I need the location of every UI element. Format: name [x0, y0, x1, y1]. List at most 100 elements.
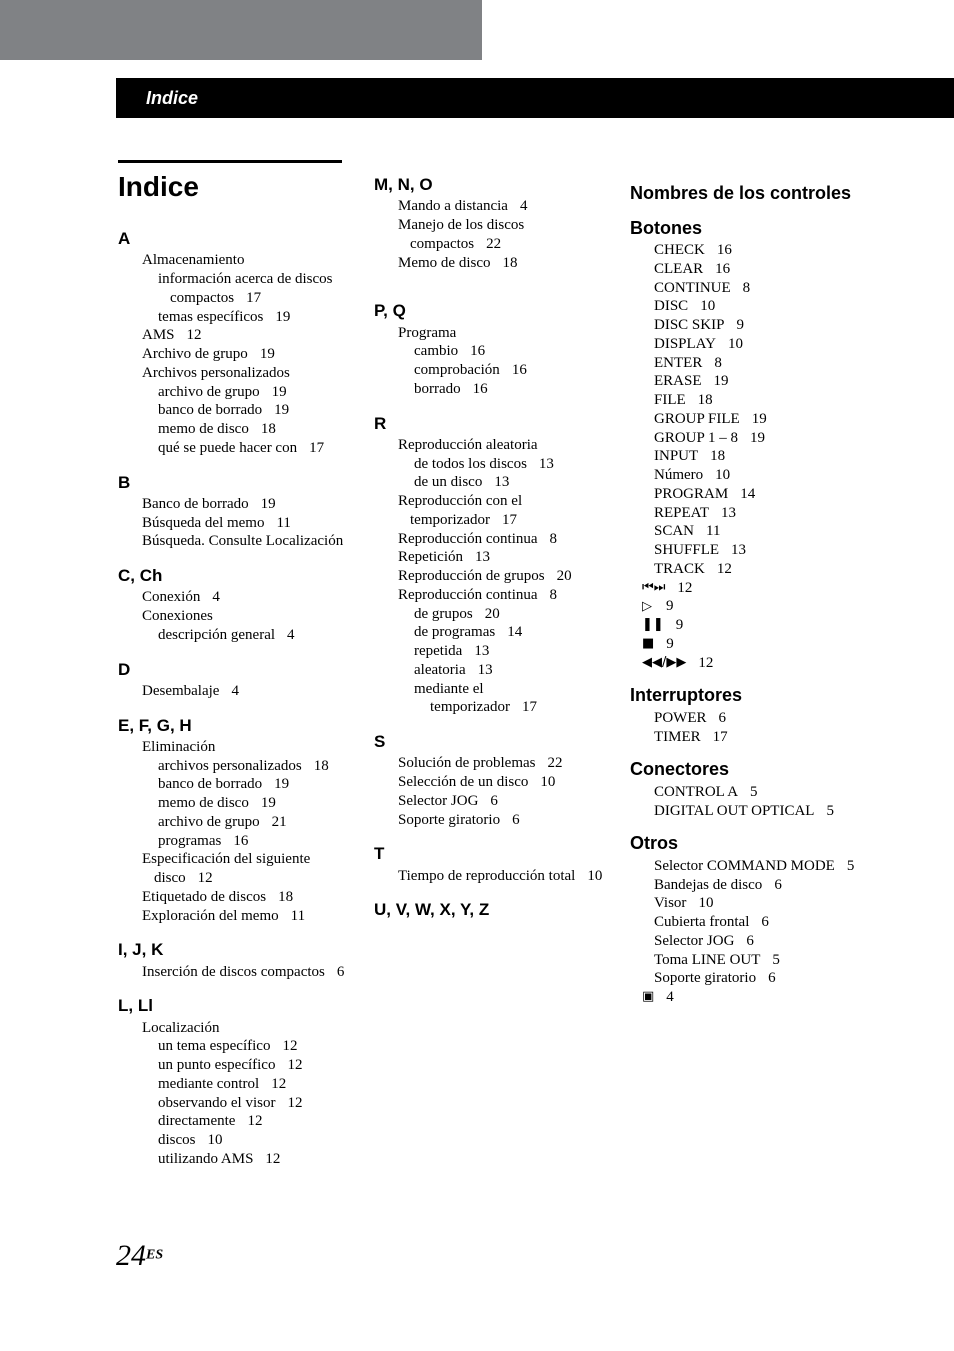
index-entry-page: 10: [715, 467, 730, 483]
index-entry: Almacenamiento: [142, 251, 354, 270]
index-entry: Archivo de grupo19: [142, 345, 354, 364]
index-entry: Selección de un disco10: [398, 773, 610, 792]
index-entry-page: 12: [717, 561, 732, 577]
index-entry-page: 10: [728, 336, 743, 352]
index-entry-page: 5: [772, 952, 780, 968]
index-entry-text: temas específicos: [158, 309, 263, 325]
index-entry-page: 4: [520, 198, 528, 214]
index-entry-text: memo de disco: [158, 421, 249, 437]
index-entry: programas 16: [142, 832, 354, 851]
index-entry-text: temporizador: [430, 699, 510, 715]
index-entry: Selector JOG6: [398, 792, 610, 811]
index-entry-page: 16: [715, 261, 730, 277]
index-entry-page: 6: [337, 964, 345, 980]
index-entry: Archivos personalizados: [142, 364, 354, 383]
index-entry-text: Manejo de los discos compactos: [398, 217, 524, 252]
index-entry-text: Selector COMMAND MODE: [654, 858, 835, 874]
index-entry-text: un punto específico: [158, 1057, 275, 1073]
index-entry: archivo de grupo19: [142, 383, 354, 402]
index-entry-page: 6: [512, 812, 520, 828]
index-entry-page: 19: [275, 309, 290, 325]
index-entry-page: 13: [721, 505, 736, 521]
index-entry-text: programas: [158, 833, 221, 849]
index-letter-heading: T: [374, 843, 610, 864]
index-entry-text: DISC: [654, 298, 688, 314]
index-subhead: Botones: [630, 217, 866, 240]
index-entry-page: 16: [233, 833, 248, 849]
index-entry-page: 17: [246, 290, 261, 306]
index-entry: utilizando AMS12: [142, 1150, 354, 1169]
index-entry: GROUP FILE 19: [654, 410, 866, 429]
index-entries-group: Inserción de discos compactos 6: [118, 963, 354, 982]
index-entry: ⏮⏭12: [654, 579, 866, 598]
index-entry-text: Soporte giratorio: [398, 812, 500, 828]
index-entry-page: 18: [314, 758, 329, 774]
index-entry-page: 12: [271, 1076, 286, 1092]
index-entry-text: Inserción de discos compactos: [142, 964, 325, 980]
index-entry-page: 20: [485, 606, 500, 622]
index-entry-text: archivos personalizados: [158, 758, 302, 774]
column-3: Nombres de los controlesBotonesCHECK16CL…: [630, 160, 886, 1169]
index-entry-page: 12: [287, 1095, 302, 1111]
index-entry-text: Exploración del memo: [142, 908, 279, 924]
index-entry-page: 19: [752, 411, 767, 427]
index-entry-text: banco de borrado: [158, 776, 262, 792]
index-entry-text: Conexiones: [142, 608, 213, 624]
index-entry-page: 13: [478, 662, 493, 678]
index-entry-page: 19: [261, 496, 276, 512]
index-entry-page: 9: [666, 636, 674, 652]
index-entry-text: Tiempo de reproducción total: [398, 868, 575, 884]
index-entry-page: 10: [698, 895, 713, 911]
index-entry-page: 18: [502, 255, 517, 271]
index-entry-page: 19: [714, 373, 729, 389]
index-entry-text: Banco de borrado: [142, 496, 249, 512]
index-entry: PROGRAM14: [654, 485, 866, 504]
index-entry: banco de borrado19: [142, 775, 354, 794]
index-entry: Soporte giratorio 6: [398, 811, 610, 830]
index-entry-text: Almacenamiento: [142, 252, 244, 268]
index-entry-text: qué se puede hacer con: [158, 440, 297, 456]
index-entry-text: Archivos personalizados: [142, 365, 290, 381]
index-entries-group: Localizaciónun tema específico12un punto…: [118, 1019, 354, 1169]
index-entry-page: 13: [494, 474, 509, 490]
index-entry-page: 4: [287, 627, 295, 643]
index-entry-text: CHECK: [654, 242, 705, 258]
index-entry-text: directamente: [158, 1113, 235, 1129]
index-entry-page: 14: [507, 624, 522, 640]
index-entry-page: 5: [847, 858, 855, 874]
index-entry-text: Búsqueda del memo: [142, 515, 264, 531]
index-subsection-heading: Nombres de los controles: [630, 182, 866, 205]
index-entry-text: Selector JOG: [654, 933, 734, 949]
index-entry-page: 10: [540, 774, 555, 790]
index-entry: Reproducción de grupos20: [398, 567, 610, 586]
index-entry-page: 11: [276, 515, 290, 531]
index-entry-page: 12: [265, 1151, 280, 1167]
top-gray-tab: [0, 0, 482, 60]
index-entry-page: 17: [713, 729, 728, 745]
index-entry-text: SHUFFLE: [654, 542, 719, 558]
index-entry: Banco de borrado 19: [142, 495, 354, 514]
index-entry: Conexión4: [142, 588, 354, 607]
index-entry-text: Reproducción continua: [398, 531, 538, 547]
index-entry: archivo de grupo21: [142, 813, 354, 832]
index-entry-page: 16: [717, 242, 732, 258]
index-entry: de todos los discos13: [398, 455, 610, 474]
index-entry-page: 6: [719, 710, 727, 726]
prev-next-icon: ⏮⏭: [654, 580, 665, 596]
index-entry-text: GROUP FILE: [654, 411, 740, 427]
index-entry: mediante el: [398, 680, 610, 699]
index-entry-text: Reproducción de grupos: [398, 568, 545, 584]
index-entry-text: REPEAT: [654, 505, 709, 521]
index-entry-page: 8: [550, 531, 558, 547]
index-entry-text: PROGRAM: [654, 486, 728, 502]
index-entry-text: DISC SKIP: [654, 317, 724, 333]
index-entry-page: 18: [278, 889, 293, 905]
index-entry-page: 12: [698, 655, 713, 671]
index-entry: directamente12: [142, 1112, 354, 1131]
index-entry-page: 4: [231, 683, 239, 699]
index-entry: un tema específico12: [142, 1037, 354, 1056]
index-entry: Especificación del siguiente disco12: [142, 850, 354, 888]
index-entry-page: 17: [522, 699, 537, 715]
index-entry: archivos personalizados 18: [142, 757, 354, 776]
index-entry: comprobación16: [398, 361, 610, 380]
